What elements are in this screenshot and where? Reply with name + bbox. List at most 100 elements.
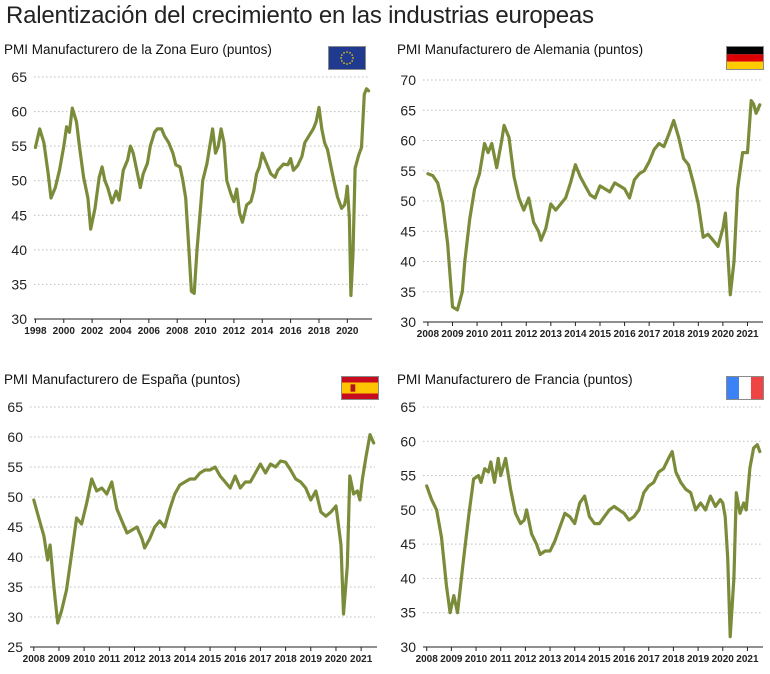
page-title: Ralentización del crecimiento en las ind… [6,2,594,29]
pmi-series-line [425,443,762,639]
pmi-series-line [33,87,371,298]
eu-star [340,57,342,59]
eu-star [341,60,343,62]
y-tick-label: 55 [400,163,416,179]
eu-star [351,60,353,62]
y-tick-label: 45 [400,536,416,552]
y-tick-label: 35 [400,284,416,300]
pmi-series-line [32,433,376,625]
x-tick-label: 2014 [564,654,587,665]
x-tick-label: 2016 [613,654,636,665]
germany-flag-icon [726,46,764,70]
y-tick-label: 45 [11,207,27,223]
x-tick-label: 2019 [300,654,323,665]
chart-title: PMI Manufacturero de Francia (puntos) [397,372,633,387]
y-tick-label: 40 [11,242,27,258]
x-tick-label: 2020 [325,654,348,665]
x-tick-label: 2012 [223,326,246,337]
y-tick-label: 30 [400,639,416,655]
y-tick-label: 35 [400,605,416,621]
france-flag-icon [726,376,764,400]
y-tick-label: 55 [11,138,27,154]
pmi-series-line [426,99,762,312]
x-tick-label: 2010 [466,329,489,340]
eu-star [346,51,348,53]
y-tick-label: 45 [400,223,416,239]
x-tick-label: 2011 [491,329,513,340]
x-tick-label: 2009 [441,329,464,340]
x-tick-label: 2016 [224,654,247,665]
x-tick-label: 2014 [174,654,197,665]
x-tick-label: 2021 [350,654,373,665]
y-tick-label: 30 [11,311,27,327]
spain-flag-icon [341,376,379,400]
y-tick-label: 40 [7,549,23,565]
y-tick-label: 55 [400,468,416,484]
y-tick-label: 60 [400,433,416,449]
y-tick-label: 60 [400,133,416,149]
y-tick-label: 65 [11,69,27,85]
y-tick-label: 65 [400,102,416,118]
x-tick-label: 1998 [24,326,47,337]
y-tick-label: 65 [400,399,416,415]
x-tick-label: 2009 [48,654,71,665]
x-tick-label: 2013 [149,654,172,665]
x-tick-label: 2002 [81,326,104,337]
x-tick-label: 2009 [440,654,463,665]
spain-pmi-chart: PMI Manufacturero de España (puntos) 25 3… [0,372,385,672]
x-tick-label: 2012 [123,654,146,665]
x-tick-label: 2019 [687,329,710,340]
y-tick-label: 30 [7,609,23,625]
x-tick-label: 2017 [249,654,272,665]
france-pmi-chart: PMI Manufacturero de Francia (puntos) 30… [393,372,770,672]
x-tick-label: 2010 [73,654,96,665]
x-tick-label: 2012 [515,329,538,340]
x-tick-label: 2020 [336,326,359,337]
france-flag-svg [727,377,763,399]
x-tick-label: 2015 [199,654,222,665]
y-tick-label: 70 [400,72,416,88]
eu-star [352,57,354,59]
y-tick-label: 35 [11,276,27,292]
y-tick-label: 55 [7,459,23,475]
eurozone-pmi-chart: PMI Manufacturero de la Zona Euro (punto… [0,42,385,342]
x-tick-label: 2018 [663,329,686,340]
x-tick-label: 2006 [138,326,161,337]
x-tick-label: 2020 [712,654,735,665]
y-tick-label: 40 [400,570,416,586]
y-tick-label: 35 [7,579,23,595]
x-tick-label: 2004 [109,326,132,337]
y-tick-label: 50 [400,193,416,209]
y-tick-label: 50 [11,173,27,189]
x-tick-label: 2017 [638,329,661,340]
x-tick-label: 2014 [564,329,587,340]
x-tick-label: 2018 [662,654,685,665]
chart-plot: 30 35 40 45 50 55 60 65 1998 2000 2002 2004 2006 2008… [11,69,372,337]
x-tick-label: 2012 [514,654,537,665]
spain-flag-svg [342,377,378,399]
x-tick-label: 2014 [251,326,274,337]
y-tick-label: 45 [7,519,23,535]
x-tick-label: 2011 [98,654,120,665]
y-tick-label: 60 [7,429,23,445]
x-tick-label: 2008 [417,329,440,340]
x-tick-label: 2013 [540,329,563,340]
eu-star [346,63,348,65]
x-tick-label: 2016 [279,326,302,337]
x-tick-label: 2013 [539,654,562,665]
eu-star [343,62,345,64]
x-tick-label: 2018 [274,654,297,665]
x-tick-label: 2021 [736,654,759,665]
chart-title: PMI Manufacturero de la Zona Euro (punto… [4,42,272,57]
x-tick-label: 2010 [194,326,217,337]
y-tick-label: 50 [400,502,416,518]
x-tick-label: 2008 [416,654,439,665]
y-tick-label: 25 [7,639,23,655]
chart-title: PMI Manufacturero de Alemania (puntos) [397,42,644,57]
germany-pmi-chart: PMI Manufacturero de Alemania (puntos) 3… [393,42,770,342]
eu-flag-svg [329,47,365,69]
eu-star [341,54,343,56]
x-tick-label: 2018 [308,326,331,337]
y-tick-label: 40 [400,254,416,270]
